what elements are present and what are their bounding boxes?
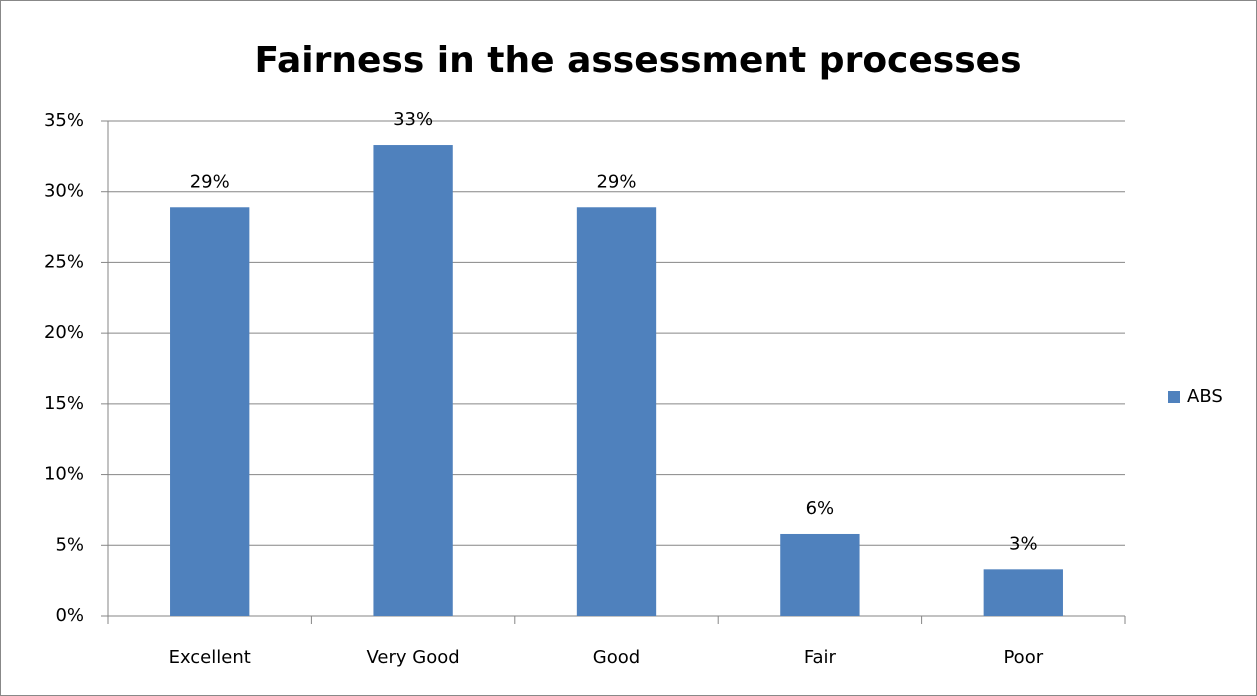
x-tick-label: Excellent [169, 647, 251, 668]
y-tick-label: 5% [55, 534, 84, 555]
x-tick-label: Fair [804, 647, 837, 668]
y-tick-label: 30% [44, 181, 84, 202]
chart-title: Fairness in the assessment processes [254, 40, 1021, 81]
bar [983, 569, 1063, 616]
legend-label: ABS [1187, 386, 1223, 407]
bar [576, 207, 657, 616]
legend-swatch [1168, 391, 1180, 403]
data-label: 6% [806, 498, 835, 519]
bar [780, 533, 860, 616]
y-tick-label: 35% [44, 110, 84, 131]
y-tick-label: 0% [55, 605, 84, 626]
x-tick-label: Very Good [367, 647, 460, 668]
y-tick-label: 15% [44, 393, 84, 414]
x-tick-label: Good [593, 647, 640, 668]
bar [373, 145, 453, 617]
y-tick-label: 25% [44, 251, 84, 272]
data-label: 29% [596, 171, 636, 192]
data-label: 33% [393, 109, 433, 130]
data-label: 29% [190, 171, 230, 192]
y-tick-label: 20% [44, 322, 84, 343]
y-tick-label: 10% [44, 464, 84, 485]
data-label: 3% [1009, 533, 1038, 554]
bar [170, 207, 250, 616]
x-tick-label: Poor [1003, 647, 1043, 668]
